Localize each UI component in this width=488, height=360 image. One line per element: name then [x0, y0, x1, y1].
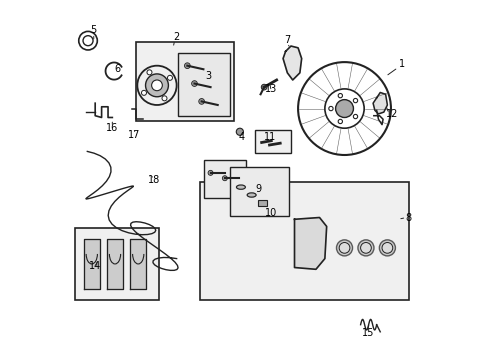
Ellipse shape	[379, 240, 395, 256]
Circle shape	[162, 96, 166, 101]
Text: 16: 16	[105, 123, 118, 133]
Polygon shape	[83, 239, 100, 289]
Text: 1: 1	[398, 59, 404, 69]
Polygon shape	[283, 46, 301, 80]
Text: 13: 13	[264, 84, 277, 94]
Circle shape	[236, 128, 243, 135]
Text: 10: 10	[264, 208, 277, 218]
Circle shape	[147, 70, 152, 75]
Text: 2: 2	[173, 32, 180, 42]
Ellipse shape	[381, 243, 392, 253]
Text: 4: 4	[238, 132, 244, 142]
FancyBboxPatch shape	[135, 42, 233, 121]
Circle shape	[141, 90, 146, 95]
Polygon shape	[107, 239, 123, 289]
FancyBboxPatch shape	[178, 53, 230, 116]
FancyBboxPatch shape	[200, 182, 408, 300]
Circle shape	[338, 119, 342, 123]
Ellipse shape	[336, 240, 352, 256]
Text: 15: 15	[361, 328, 373, 338]
Circle shape	[191, 81, 197, 86]
Circle shape	[338, 94, 342, 98]
Circle shape	[151, 80, 162, 91]
Text: 18: 18	[148, 175, 160, 185]
Circle shape	[335, 100, 353, 117]
Circle shape	[198, 99, 204, 104]
Text: 5: 5	[90, 25, 97, 35]
FancyBboxPatch shape	[230, 167, 288, 216]
Text: 9: 9	[254, 184, 261, 194]
Text: 7: 7	[284, 35, 290, 45]
Circle shape	[222, 176, 227, 181]
Ellipse shape	[360, 243, 370, 253]
Ellipse shape	[236, 185, 245, 189]
Circle shape	[145, 74, 168, 97]
Circle shape	[261, 84, 266, 90]
Text: 14: 14	[89, 261, 101, 271]
Ellipse shape	[357, 240, 373, 256]
Circle shape	[207, 170, 213, 175]
FancyBboxPatch shape	[255, 130, 290, 153]
Circle shape	[328, 107, 332, 111]
Circle shape	[184, 63, 190, 68]
Text: 3: 3	[205, 71, 211, 81]
Text: 6: 6	[114, 64, 121, 74]
Circle shape	[353, 98, 357, 103]
Circle shape	[167, 75, 172, 80]
Circle shape	[353, 114, 357, 119]
Text: 17: 17	[128, 130, 141, 140]
FancyBboxPatch shape	[75, 228, 159, 300]
Ellipse shape	[339, 243, 349, 253]
Text: 11: 11	[264, 132, 276, 142]
Ellipse shape	[246, 193, 256, 197]
Polygon shape	[294, 217, 326, 269]
Text: 8: 8	[405, 212, 411, 222]
Bar	[258, 200, 266, 206]
Text: 12: 12	[385, 109, 397, 119]
Polygon shape	[130, 239, 146, 289]
Polygon shape	[372, 93, 386, 114]
FancyBboxPatch shape	[204, 160, 245, 198]
